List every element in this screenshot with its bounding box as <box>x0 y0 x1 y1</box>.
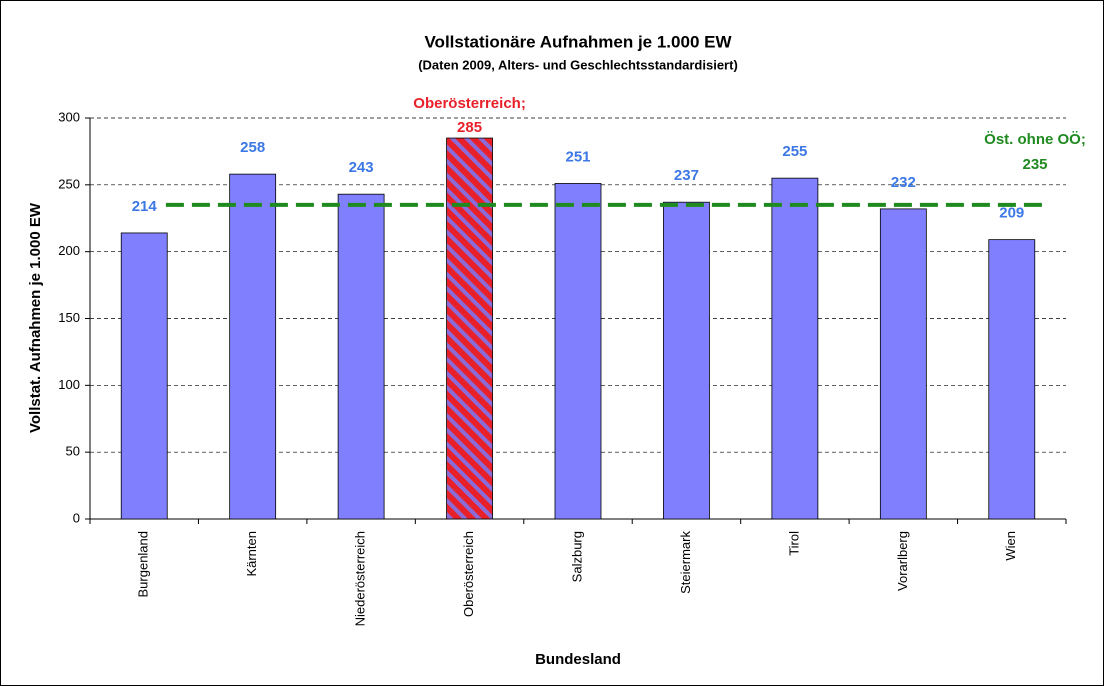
x-tick-label: Oberösterreich <box>461 531 476 617</box>
y-tick-label: 250 <box>58 176 80 191</box>
x-tick-label: Steiermark <box>678 531 693 594</box>
y-tick-label: 300 <box>58 109 80 124</box>
bar <box>554 183 602 520</box>
bar <box>337 193 385 520</box>
bar <box>771 177 819 520</box>
x-tick-label: Vorarlberg <box>895 531 910 591</box>
x-tick-label: Burgenland <box>136 531 151 598</box>
value-label: 232 <box>891 174 916 191</box>
value-label: 237 <box>674 167 699 184</box>
value-label: 243 <box>349 159 374 176</box>
y-tick-label: 50 <box>66 444 80 459</box>
reference-value-label: 235 <box>1022 156 1047 173</box>
bar <box>879 208 927 520</box>
x-axis-title: Bundesland <box>535 651 621 668</box>
x-tick-label: Kärnten <box>244 531 259 577</box>
value-label: 209 <box>999 205 1024 222</box>
value-label: 255 <box>782 143 807 160</box>
bar <box>446 137 493 520</box>
reference-label: Öst. ohne OÖ; <box>984 131 1086 148</box>
chart-title: Vollstationäre Aufnahmen je 1.000 EW <box>424 32 732 51</box>
y-tick-label: 150 <box>58 310 80 325</box>
bar <box>229 173 277 520</box>
value-label: 285 <box>457 119 482 136</box>
x-tick-label: Niederösterreich <box>353 531 368 626</box>
value-label: 251 <box>565 148 590 165</box>
bar <box>120 232 168 520</box>
y-tick-label: 100 <box>58 377 80 392</box>
bar <box>988 239 1036 520</box>
y-tick-label: 0 <box>73 510 80 525</box>
value-label: 258 <box>240 139 265 156</box>
value-label: 214 <box>132 198 158 215</box>
x-tick-label: Salzburg <box>569 531 584 582</box>
chart-subtitle: (Daten 2009, Alters- und Geschlechtsstan… <box>418 57 738 72</box>
y-axis-title: Vollstat. Aufnahmen je 1.000 EW <box>27 202 44 433</box>
bar <box>663 201 710 520</box>
x-tick-label: Tirol <box>786 531 801 556</box>
highlight-label: Oberösterreich; <box>413 95 526 112</box>
x-tick-label: Wien <box>1003 531 1018 561</box>
y-tick-label: 200 <box>58 243 80 258</box>
